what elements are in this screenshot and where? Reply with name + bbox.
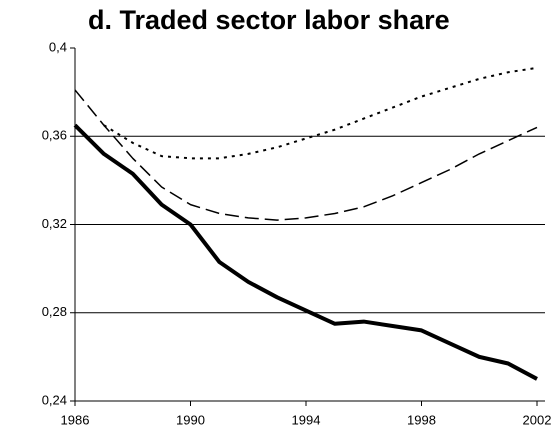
y-tick-label: 0,28 [42, 304, 67, 319]
x-tick-label: 2002 [523, 412, 552, 427]
x-tick-label: 1990 [176, 412, 205, 427]
y-tick-label: 0,32 [42, 216, 67, 231]
y-tick-label: 0,4 [49, 39, 67, 54]
y-tick-label: 0,24 [42, 392, 67, 407]
series-line [73, 123, 538, 381]
series-line [103, 66, 538, 160]
series-line [74, 89, 538, 221]
x-tick-label: 1986 [61, 412, 90, 427]
chart-title: d. Traded sector labor share [88, 5, 450, 35]
x-tick-label: 1994 [292, 412, 321, 427]
y-tick-label: 0,36 [42, 128, 67, 143]
x-tick-label: 1998 [407, 412, 436, 427]
